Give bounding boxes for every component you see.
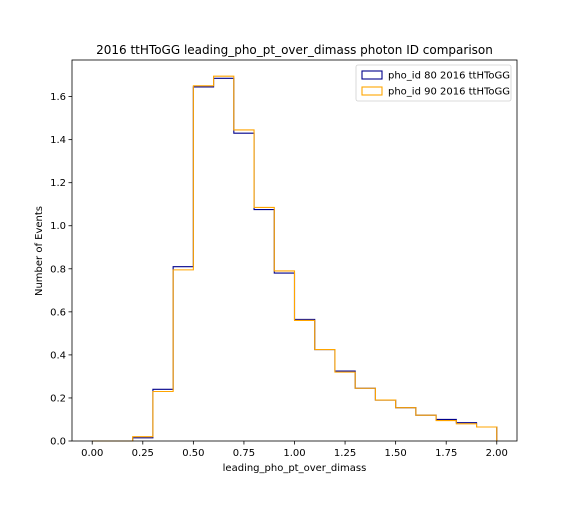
y-tick-label: 1.4 bbox=[50, 135, 66, 146]
y-tick-label: 1.0 bbox=[50, 221, 66, 232]
x-tick-label: 0.00 bbox=[81, 448, 103, 459]
y-axis: 0.0 0.2 0.4 0.6 0.8 1.0 1.2 1.4 1.6 bbox=[50, 92, 72, 448]
x-tick-label: 1.25 bbox=[334, 448, 356, 459]
legend-label-2: pho_id 90 2016 ttHToGG bbox=[388, 87, 510, 98]
x-axis-label: leading_pho_pt_over_dimass bbox=[223, 463, 367, 474]
x-tick-label: 0.75 bbox=[233, 448, 255, 459]
y-axis-label: Number of Events bbox=[34, 206, 45, 296]
legend-swatch-2 bbox=[361, 86, 383, 96]
x-tick-label: 1.75 bbox=[435, 448, 457, 459]
y-tick-label: 0.0 bbox=[50, 437, 66, 448]
x-tick-label: 1.50 bbox=[385, 448, 407, 459]
x-axis: 0.00 0.25 0.50 0.75 1.00 1.25 1.50 1.75 2.00 bbox=[81, 441, 508, 459]
x-tick-label: 1.00 bbox=[283, 448, 305, 459]
y-tick-label: 0.4 bbox=[50, 350, 66, 361]
legend-swatch-1 bbox=[361, 70, 383, 80]
y-tick-label: 1.6 bbox=[50, 92, 66, 103]
y-tick-label: 0.8 bbox=[50, 264, 66, 275]
legend: pho_id 80 2016 ttHToGG pho_id 90 2016 ttH… bbox=[355, 64, 512, 102]
chart-title: 2016 ttHToGG leading_pho_pt_over_dimass … bbox=[96, 43, 493, 57]
legend-box bbox=[355, 64, 512, 102]
y-tick-label: 0.2 bbox=[50, 393, 66, 404]
y-tick-label: 0.6 bbox=[50, 307, 66, 318]
y-tick-label: 1.2 bbox=[50, 178, 66, 189]
legend-label-1: pho_id 80 2016 ttHToGG bbox=[388, 71, 510, 82]
x-tick-label: 0.50 bbox=[182, 448, 204, 459]
x-tick-label: 2.00 bbox=[486, 448, 508, 459]
series-line-2 bbox=[92, 75, 498, 442]
x-tick-label: 0.25 bbox=[132, 448, 154, 459]
